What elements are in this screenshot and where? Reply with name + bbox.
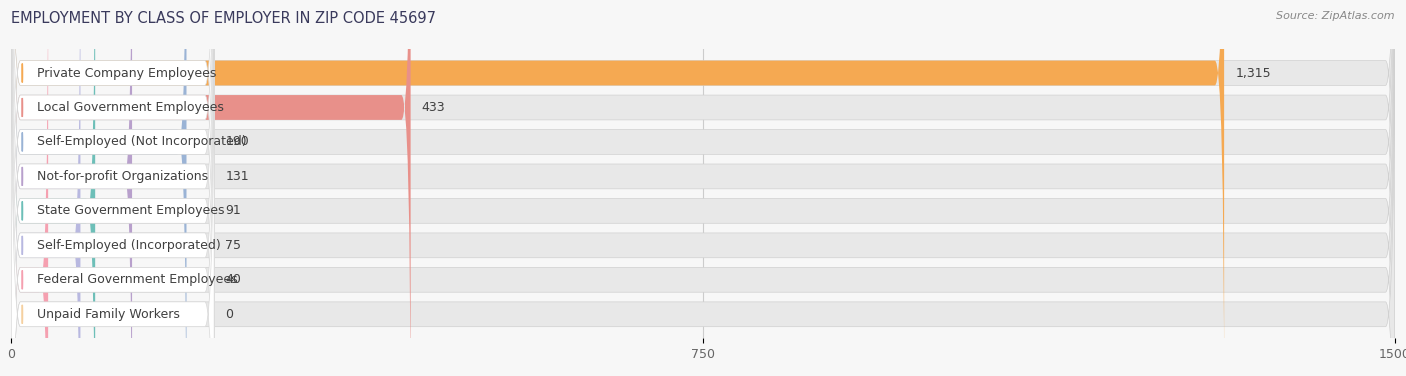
FancyBboxPatch shape <box>11 0 1395 376</box>
Text: Federal Government Employees: Federal Government Employees <box>37 273 238 286</box>
Text: Source: ZipAtlas.com: Source: ZipAtlas.com <box>1277 11 1395 21</box>
FancyBboxPatch shape <box>11 0 214 376</box>
Text: 91: 91 <box>225 205 240 217</box>
Text: Private Company Employees: Private Company Employees <box>37 67 217 79</box>
FancyBboxPatch shape <box>11 0 1395 376</box>
FancyBboxPatch shape <box>11 0 48 376</box>
Text: Not-for-profit Organizations: Not-for-profit Organizations <box>37 170 208 183</box>
FancyBboxPatch shape <box>11 0 80 376</box>
Text: Self-Employed (Incorporated): Self-Employed (Incorporated) <box>37 239 221 252</box>
FancyBboxPatch shape <box>11 0 1395 376</box>
Text: Local Government Employees: Local Government Employees <box>37 101 224 114</box>
FancyBboxPatch shape <box>11 0 214 376</box>
Text: EMPLOYMENT BY CLASS OF EMPLOYER IN ZIP CODE 45697: EMPLOYMENT BY CLASS OF EMPLOYER IN ZIP C… <box>11 11 436 26</box>
FancyBboxPatch shape <box>11 0 214 376</box>
FancyBboxPatch shape <box>11 0 132 376</box>
FancyBboxPatch shape <box>11 0 214 376</box>
FancyBboxPatch shape <box>11 0 214 376</box>
FancyBboxPatch shape <box>11 0 1395 376</box>
FancyBboxPatch shape <box>11 0 1395 376</box>
FancyBboxPatch shape <box>11 0 214 376</box>
Text: Self-Employed (Not Incorporated): Self-Employed (Not Incorporated) <box>37 135 246 149</box>
FancyBboxPatch shape <box>11 0 1395 376</box>
Text: Unpaid Family Workers: Unpaid Family Workers <box>37 308 180 321</box>
FancyBboxPatch shape <box>11 0 1395 376</box>
Text: 190: 190 <box>225 135 249 149</box>
Text: 75: 75 <box>225 239 242 252</box>
FancyBboxPatch shape <box>11 0 214 376</box>
FancyBboxPatch shape <box>11 0 1395 376</box>
Text: 433: 433 <box>422 101 446 114</box>
FancyBboxPatch shape <box>11 0 187 376</box>
Text: 40: 40 <box>225 273 240 286</box>
Text: 131: 131 <box>225 170 249 183</box>
Text: 1,315: 1,315 <box>1236 67 1271 79</box>
FancyBboxPatch shape <box>11 0 1225 376</box>
Text: 0: 0 <box>225 308 233 321</box>
FancyBboxPatch shape <box>11 0 96 376</box>
FancyBboxPatch shape <box>11 0 411 376</box>
Text: State Government Employees: State Government Employees <box>37 205 225 217</box>
FancyBboxPatch shape <box>11 0 214 376</box>
